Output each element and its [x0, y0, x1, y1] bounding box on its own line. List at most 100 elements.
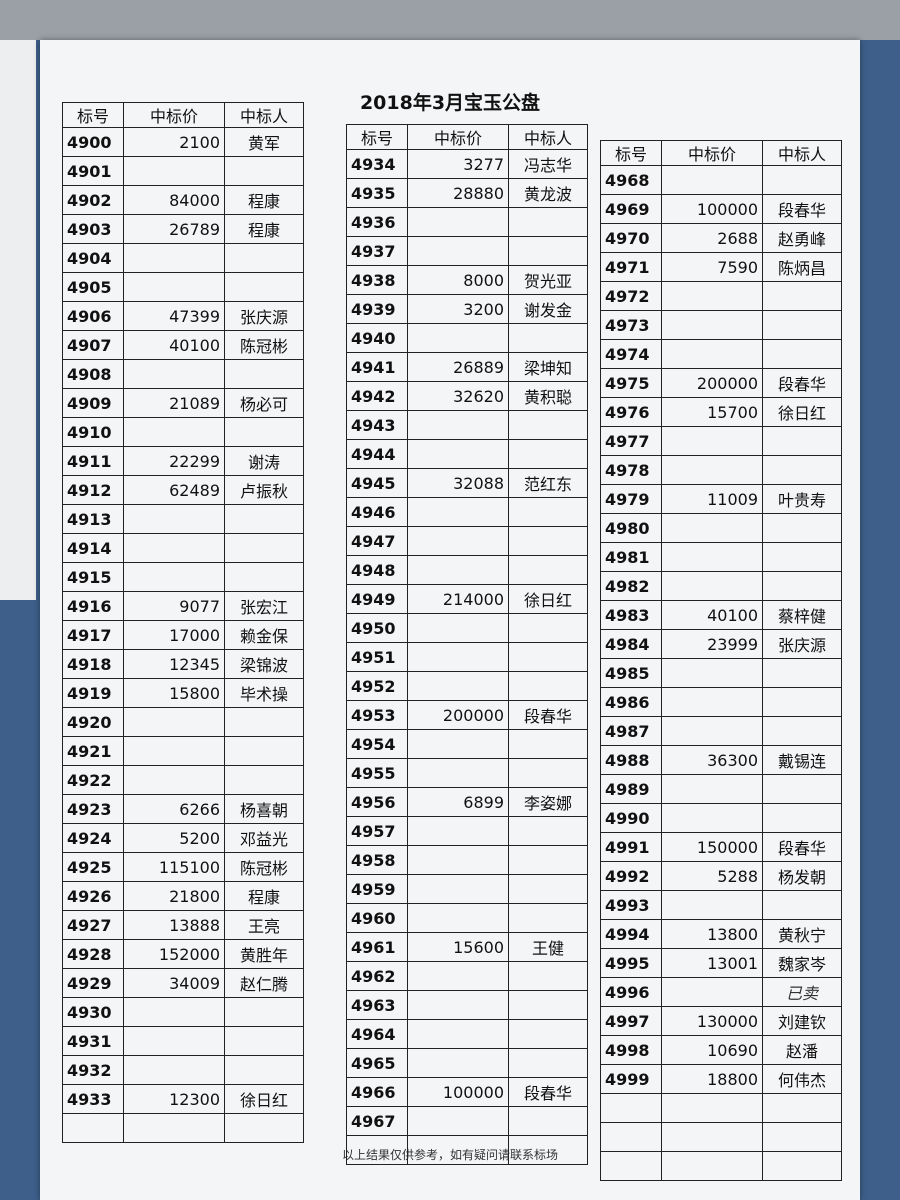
table-row: 4906 47399 张庆源	[62, 301, 304, 331]
blank-row	[346, 1135, 588, 1165]
id-cell: 4952	[346, 671, 408, 701]
id-cell: 4980	[600, 513, 662, 543]
id-cell: 4922	[62, 765, 124, 795]
id-cell: 4914	[62, 533, 124, 563]
price-cell: 84000	[123, 185, 225, 215]
price-cell	[661, 513, 763, 543]
name-cell	[762, 571, 842, 601]
price-cell	[123, 562, 225, 592]
name-cell	[762, 1151, 842, 1181]
price-cell: 152000	[123, 939, 225, 969]
table-row: 4956 6899 李姿娜	[346, 787, 588, 817]
price-cell: 13800	[661, 919, 763, 949]
id-cell: 4978	[600, 455, 662, 485]
id-cell: 4938	[346, 265, 408, 295]
header-row: 标号 中标价 中标人	[346, 124, 588, 150]
price-cell	[407, 758, 509, 788]
name-cell	[508, 903, 588, 933]
name-cell: 杨发朝	[762, 861, 842, 891]
id-cell: 4910	[62, 417, 124, 447]
price-cell: 9077	[123, 591, 225, 621]
id-cell: 4916	[62, 591, 124, 621]
name-cell: 蔡梓健	[762, 600, 842, 630]
price-cell: 15800	[123, 678, 225, 708]
id-cell: 4929	[62, 968, 124, 998]
name-cell	[224, 533, 304, 563]
table-row: 4926 21800 程康	[62, 881, 304, 911]
id-cell: 4982	[600, 571, 662, 601]
name-cell	[508, 671, 588, 701]
table-row: 4994 13800 黄秋宁	[600, 919, 842, 949]
name-cell: 黄胜年	[224, 939, 304, 969]
name-cell	[762, 513, 842, 543]
price-cell: 5200	[123, 823, 225, 853]
column-header: 中标价	[123, 102, 225, 128]
name-cell: 戴锡连	[762, 745, 842, 775]
name-cell: 毕术操	[224, 678, 304, 708]
table-row: 4934 3277 冯志华	[346, 149, 588, 179]
price-cell: 2100	[123, 127, 225, 157]
table-row: 4936	[346, 207, 588, 237]
table-row: 4908	[62, 359, 304, 389]
name-cell	[224, 1026, 304, 1056]
id-cell: 4956	[346, 787, 408, 817]
price-cell	[661, 803, 763, 833]
id-cell: 4998	[600, 1035, 662, 1065]
table-row: 4921	[62, 736, 304, 766]
name-cell	[762, 774, 842, 804]
table-row: 4917 17000 赖金保	[62, 620, 304, 650]
table-row: 4924 5200 邓益光	[62, 823, 304, 853]
id-cell: 4928	[62, 939, 124, 969]
result-table: 标号 中标价 中标人 4900 2100 黄军 4901 4902 84000 程康 4903 267…	[62, 102, 304, 1143]
table-row: 4911 22299 谢涛	[62, 446, 304, 476]
price-cell	[123, 243, 225, 273]
column-header: 中标价	[661, 140, 763, 166]
name-cell: 梁坤知	[508, 352, 588, 382]
name-cell	[224, 243, 304, 273]
name-cell: 李姿娜	[508, 787, 588, 817]
id-cell: 4967	[346, 1106, 408, 1136]
id-cell: 4953	[346, 700, 408, 730]
name-cell: 陈冠彬	[224, 852, 304, 882]
id-cell: 4930	[62, 997, 124, 1027]
table-row: 4919 15800 毕术操	[62, 678, 304, 708]
id-cell: 4912	[62, 475, 124, 505]
table-row: 4923 6266 杨喜朝	[62, 794, 304, 824]
name-cell	[762, 1122, 842, 1152]
table-row: 4979 11009 叶贵寿	[600, 484, 842, 514]
name-cell	[762, 890, 842, 920]
name-cell: 陈炳昌	[762, 252, 842, 282]
table-row: 4947	[346, 526, 588, 556]
table-row: 4959	[346, 874, 588, 904]
id-cell: 4989	[600, 774, 662, 804]
table-row: 4937	[346, 236, 588, 266]
price-cell: 15700	[661, 397, 763, 427]
price-cell	[661, 165, 763, 195]
id-cell: 4960	[346, 903, 408, 933]
name-cell: 魏家岑	[762, 948, 842, 978]
name-cell	[508, 1135, 588, 1165]
id-cell: 4984	[600, 629, 662, 659]
price-cell	[407, 410, 509, 440]
name-cell	[224, 1055, 304, 1085]
name-cell: 赖金保	[224, 620, 304, 650]
table-row: 4989	[600, 774, 842, 804]
id-cell: 4921	[62, 736, 124, 766]
id-cell: 4973	[600, 310, 662, 340]
price-cell	[407, 961, 509, 991]
table-row: 4980	[600, 513, 842, 543]
table-row: 4949 214000 徐日红	[346, 584, 588, 614]
price-cell: 23999	[661, 629, 763, 659]
name-cell	[508, 236, 588, 266]
name-cell: 冯志华	[508, 149, 588, 179]
id-cell: 4957	[346, 816, 408, 846]
name-cell	[508, 207, 588, 237]
price-cell	[661, 542, 763, 572]
table-row: 4974	[600, 339, 842, 369]
id-cell: 4986	[600, 687, 662, 717]
price-cell: 3200	[407, 294, 509, 324]
name-cell: 何伟杰	[762, 1064, 842, 1094]
price-cell	[407, 323, 509, 353]
id-cell: 4900	[62, 127, 124, 157]
price-cell: 40100	[123, 330, 225, 360]
